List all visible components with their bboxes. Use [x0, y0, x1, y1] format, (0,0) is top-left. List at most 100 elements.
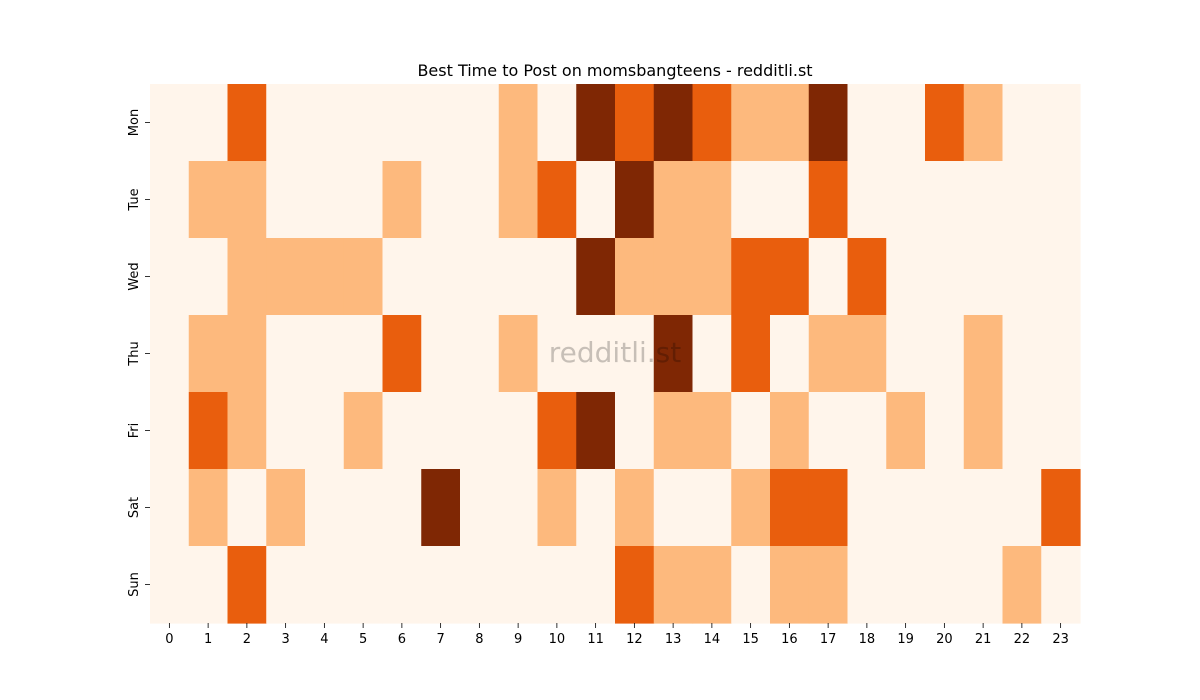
y-tick-label-sun: Sun [127, 572, 142, 597]
heatmap-cell-sat-19 [886, 469, 926, 547]
heatmap-cell-mon-19 [886, 84, 926, 162]
heatmap-cell-mon-14 [692, 84, 732, 162]
heatmap-cell-mon-18 [847, 84, 887, 162]
heatmap-cell-fri-3 [266, 392, 306, 470]
x-tick-label-23: 23 [1052, 632, 1069, 647]
heatmap-cell-thu-20 [925, 315, 965, 393]
heatmap-cell-fri-1 [188, 392, 229, 470]
x-tick-label-11: 11 [587, 632, 604, 647]
heatmap-cell-fri-19 [886, 392, 926, 470]
heatmap-cell-sun-18 [847, 546, 887, 624]
heatmap-cell-tue-2 [227, 161, 267, 239]
heatmap-cell-mon-5 [343, 84, 384, 162]
heatmap-cell-tue-21 [963, 161, 1004, 239]
heatmap-cell-tue-18 [847, 161, 887, 239]
heatmap-cell-sun-14 [692, 546, 732, 624]
heatmap-cell-sat-23 [1041, 469, 1081, 547]
x-tick-label-9: 9 [514, 632, 522, 647]
x-axis: 0 1 2 3 4 5 6 7 8 9 10 11 12 13 14 15 16 17 18 19 20 21 22 23 [165, 623, 1069, 647]
heatmap-cell-tue-22 [1002, 161, 1042, 239]
heatmap-cell-fri-23 [1041, 392, 1081, 470]
heatmap-cell-wed-22 [1002, 238, 1042, 316]
heatmap-cell-tue-15 [731, 161, 771, 239]
heatmap-cell-sun-5 [343, 546, 384, 624]
heatmap-cell-fri-10 [537, 392, 577, 470]
heatmap-cell-fri-22 [1002, 392, 1042, 470]
heatmap-cell-sun-6 [382, 546, 422, 624]
heatmap-cell-thu-9 [498, 315, 539, 393]
x-tick-label-7: 7 [436, 632, 444, 647]
heatmap-cell-sat-18 [847, 469, 887, 547]
heatmap-cell-mon-10 [537, 84, 577, 162]
heatmap-cell-thu-10 [537, 315, 577, 393]
heatmap-cell-sat-7 [421, 469, 461, 547]
y-tick-label-sat: Sat [127, 497, 142, 518]
heatmap-cell-sat-10 [537, 469, 577, 547]
heatmap-cell-tue-1 [188, 161, 229, 239]
x-tick-label-22: 22 [1014, 632, 1031, 647]
y-tick-label-tue: Tue [127, 188, 142, 211]
heatmap-cell-mon-2 [227, 84, 267, 162]
heatmap-cell-sun-10 [537, 546, 577, 624]
heatmap-cell-mon-9 [498, 84, 539, 162]
heatmap-cell-sun-19 [886, 546, 926, 624]
heatmap-cell-tue-3 [266, 161, 306, 239]
heatmap-cell-sun-17 [808, 546, 849, 624]
heatmap-cell-wed-0 [150, 238, 190, 316]
heatmap-cell-sun-15 [731, 546, 771, 624]
heatmap-cell-fri-8 [460, 392, 500, 470]
heatmap-cell-mon-17 [808, 84, 849, 162]
x-tick-label-16: 16 [781, 632, 798, 647]
heatmap-cell-fri-9 [498, 392, 539, 470]
heatmap-cell-sat-22 [1002, 469, 1042, 547]
heatmap-cell-mon-8 [460, 84, 500, 162]
heatmap-cell-fri-0 [150, 392, 190, 470]
heatmap-cell-sat-16 [770, 469, 810, 547]
heatmap-cell-thu-1 [188, 315, 229, 393]
heatmap-cell-wed-12 [615, 238, 655, 316]
heatmap-cell-fri-16 [770, 392, 810, 470]
heatmap-cell-wed-9 [498, 238, 539, 316]
heatmap-cell-sat-14 [692, 469, 732, 547]
x-tick-label-2: 2 [243, 632, 251, 647]
heatmap-cell-sun-2 [227, 546, 267, 624]
heatmap-cell-wed-14 [692, 238, 732, 316]
heatmap-cell-tue-12 [615, 161, 655, 239]
x-tick-label-1: 1 [204, 632, 212, 647]
heatmap-cell-sat-1 [188, 469, 229, 547]
heatmap-cell-thu-19 [886, 315, 926, 393]
heatmap-cell-wed-2 [227, 238, 267, 316]
heatmap-cell-tue-20 [925, 161, 965, 239]
heatmap-cell-sun-9 [498, 546, 539, 624]
heatmap-cell-wed-17 [808, 238, 849, 316]
x-tick-label-10: 10 [549, 632, 566, 647]
heatmap-cell-sat-15 [731, 469, 771, 547]
heatmap-cell-mon-20 [925, 84, 965, 162]
heatmap-cell-sun-20 [925, 546, 965, 624]
y-tick-label-thu: Thu [127, 341, 142, 366]
heatmap-cell-wed-6 [382, 238, 422, 316]
heatmap-cell-thu-7 [421, 315, 461, 393]
x-tick-label-13: 13 [665, 632, 682, 647]
heatmap-cell-wed-1 [188, 238, 229, 316]
heatmap-cell-mon-0 [150, 84, 190, 162]
x-tick-label-15: 15 [742, 632, 759, 647]
heatmap-cell-sat-11 [576, 469, 616, 547]
heatmap-cell-sat-6 [382, 469, 422, 547]
heatmap-cell-wed-15 [731, 238, 771, 316]
heatmap-cell-fri-13 [653, 392, 694, 470]
heatmap-cell-sat-17 [808, 469, 849, 547]
heatmap-cell-sun-12 [615, 546, 655, 624]
x-tick-label-19: 19 [897, 632, 914, 647]
heatmap-cell-mon-3 [266, 84, 306, 162]
heatmap-cell-thu-23 [1041, 315, 1081, 393]
watermark: redditli.st [549, 336, 681, 369]
heatmap-cell-fri-15 [731, 392, 771, 470]
y-tick-label-mon: Mon [127, 109, 142, 136]
heatmap-cell-tue-7 [421, 161, 461, 239]
heatmap-cell-wed-4 [305, 238, 345, 316]
heatmap-cell-sun-7 [421, 546, 461, 624]
heatmap-cell-sun-4 [305, 546, 345, 624]
heatmap-cell-sun-0 [150, 546, 190, 624]
